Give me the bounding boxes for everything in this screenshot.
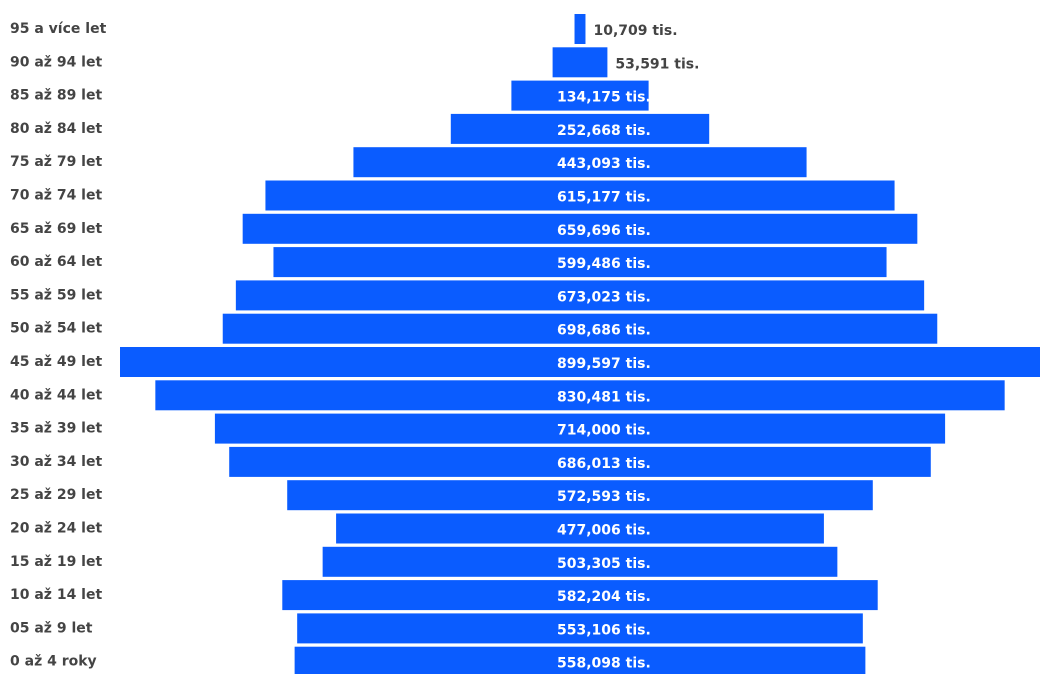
category-label: 25 až 29 let <box>10 487 102 503</box>
category-label: 30 až 34 let <box>10 454 102 470</box>
bar <box>155 380 1005 411</box>
value-label: 686,013 tis. <box>557 456 651 472</box>
bar <box>229 446 931 477</box>
category-label: 40 až 44 let <box>10 387 102 403</box>
bar <box>574 14 586 44</box>
category-label: 90 až 94 let <box>10 54 102 70</box>
value-label: 53,591 tis. <box>615 56 699 72</box>
bar <box>282 580 878 611</box>
category-label: 80 až 84 let <box>10 121 102 137</box>
category-label: 95 a více let <box>10 21 107 37</box>
bar <box>297 613 863 644</box>
value-label: 572,593 tis. <box>557 489 651 505</box>
value-label: 503,305 tis. <box>557 556 651 572</box>
category-label: 0 až 4 roky <box>10 654 97 670</box>
value-label: 443,093 tis. <box>557 156 651 172</box>
category-label: 05 až 9 let <box>10 620 93 636</box>
bar <box>450 113 710 144</box>
category-label: 45 až 49 let <box>10 354 102 370</box>
value-label: 582,204 tis. <box>557 589 651 605</box>
bar <box>336 513 824 544</box>
value-label: 252,668 tis. <box>557 123 651 139</box>
value-label: 477,006 tis. <box>557 523 651 539</box>
category-label: 35 až 39 let <box>10 421 102 437</box>
value-label: 134,175 tis. <box>557 90 651 106</box>
bar <box>235 280 925 311</box>
value-label: 714,000 tis. <box>557 423 651 439</box>
bar <box>511 80 649 111</box>
value-label: 599,486 tis. <box>557 256 651 272</box>
bar <box>273 247 887 278</box>
value-label: 553,106 tis. <box>557 622 651 638</box>
category-label: 10 až 14 let <box>10 587 102 603</box>
bar <box>322 546 838 577</box>
value-label: 10,709 tis. <box>593 23 677 39</box>
bar <box>353 147 807 178</box>
bar <box>287 480 873 511</box>
category-label: 50 až 54 let <box>10 321 102 337</box>
value-label: 659,696 tis. <box>557 223 651 239</box>
category-label: 75 až 79 let <box>10 154 102 170</box>
value-label: 698,686 tis. <box>557 323 651 339</box>
bar <box>265 180 895 211</box>
value-label: 673,023 tis. <box>557 289 651 305</box>
bar <box>294 646 866 674</box>
value-label: 615,177 tis. <box>557 190 651 206</box>
category-label: 85 až 89 let <box>10 88 102 104</box>
category-label: 60 až 64 let <box>10 254 102 270</box>
value-label: 558,098 tis. <box>557 656 651 672</box>
bar <box>242 213 918 244</box>
bar <box>552 47 608 78</box>
value-label: 830,481 tis. <box>557 389 651 405</box>
category-label: 15 až 19 let <box>10 554 102 570</box>
value-label: 899,597 tis. <box>557 356 651 372</box>
bar <box>222 313 938 344</box>
category-label: 55 až 59 let <box>10 287 102 303</box>
category-label: 20 až 24 let <box>10 521 102 537</box>
category-label: 70 až 74 let <box>10 188 102 204</box>
category-label: 65 až 69 let <box>10 221 102 237</box>
bar <box>214 413 946 444</box>
bar <box>120 347 1040 377</box>
